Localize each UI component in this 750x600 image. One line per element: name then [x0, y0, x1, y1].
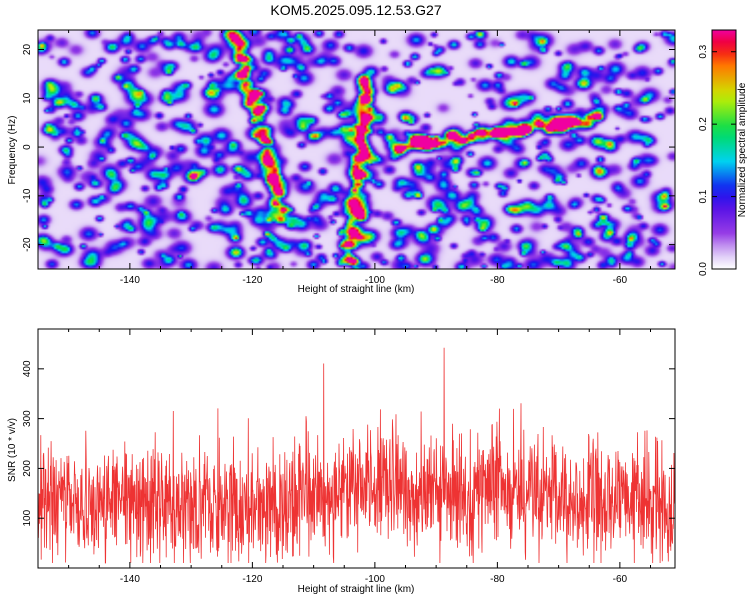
- snr-series-line: [38, 347, 675, 564]
- spectrogram-x-axis: -140 -120 -100 -80 -60: [37, 30, 651, 286]
- spectrogram-x-tick-label: -140: [120, 275, 140, 286]
- colorbar-tick-label: 0.0: [698, 262, 709, 276]
- colorbar: 0.0 0.1 0.2 0.3 Normalized spectral amplitu…: [698, 29, 748, 276]
- colorbar-tick-label: 0.1: [698, 189, 709, 203]
- spectrogram-y-tick-label: 20: [22, 44, 33, 56]
- colorbar-tick-label: 0.3: [698, 44, 709, 58]
- spectrogram-image: [38, 30, 675, 269]
- colorbar-tick-label: 0.2: [698, 117, 709, 131]
- colorbar-ticks: 0.0 0.1 0.2 0.3: [698, 44, 736, 276]
- snr-y-axis-label: SNR (10 * v/v): [7, 418, 18, 482]
- snr-x-tick-label: -140: [120, 574, 140, 585]
- snr-y-tick-label: 400: [22, 360, 33, 377]
- spectrogram-frame: [37, 29, 676, 270]
- spectrogram-x-axis-label: Height of straight line (km): [298, 284, 415, 295]
- spectrogram-y-tick-label: -10: [22, 188, 33, 203]
- spectrogram-x-tick-label: -100: [365, 275, 385, 286]
- spectrogram-y-axis-label: Frequency (Hz): [7, 116, 18, 185]
- snr-x-tick-label: -100: [365, 574, 385, 585]
- spectrogram-y-tick-label: 10: [22, 92, 33, 104]
- spectrogram-y-tick-label: 0: [22, 144, 33, 150]
- spectrogram-x-tick-label: -60: [613, 275, 628, 286]
- snr-y-axis: 100 200 300 400: [22, 360, 675, 527]
- snr-x-tick-label: -60: [613, 574, 628, 585]
- figure-title: KOM5.2025.095.12.53.G27: [270, 2, 441, 18]
- snr-x-tick-label: -120: [242, 574, 262, 585]
- snr-x-axis: -140 -120 -100 -80 -60: [37, 329, 651, 585]
- colorbar-scale: [712, 30, 736, 269]
- snr-y-tick-label: 100: [22, 509, 33, 526]
- spectrogram-y-axis: -20 -10 0 10 20: [22, 44, 675, 252]
- spectrogram-x-tick-label: -80: [490, 275, 505, 286]
- snr-x-axis-label: Height of straight line (km): [298, 584, 415, 595]
- snr-frame: [37, 328, 676, 569]
- spectrogram-y-tick-label: -20: [22, 237, 33, 252]
- colorbar-label: Normalized spectral amplitude: [737, 82, 748, 217]
- colorbar-frame: [711, 29, 737, 270]
- snr-y-tick-label: 200: [22, 460, 33, 477]
- snr-y-tick-label: 300: [22, 410, 33, 427]
- snr-panel: -140 -120 -100 -80 -60 100 200 300 400 Height o…: [7, 328, 676, 595]
- spectrogram-x-tick-label: -120: [242, 275, 262, 286]
- snr-x-tick-label: -80: [490, 574, 505, 585]
